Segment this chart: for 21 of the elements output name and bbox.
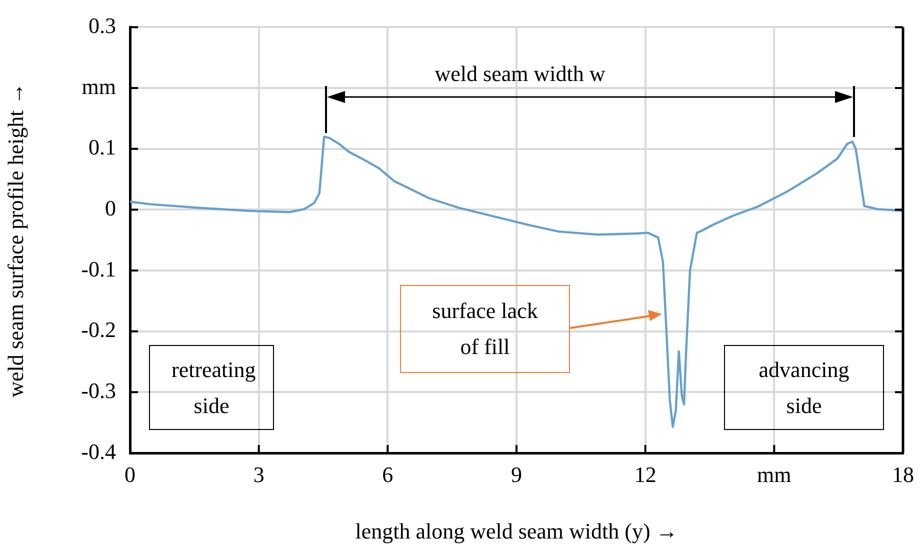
x-tick-label: mm [757, 462, 792, 487]
y-tick-label: -0.3 [81, 378, 116, 403]
annotation: surface lack of fill [431, 297, 539, 361]
y-tick-label: mm [82, 74, 116, 99]
y-tick-label: 0.1 [88, 134, 116, 160]
y-tick-label: 0 [105, 195, 116, 220]
y-tick-label: -0.2 [81, 317, 116, 342]
x-tick-label: 3 [253, 462, 264, 487]
x-tick-label: 18 [892, 462, 914, 487]
y-tick-label: -0.4 [81, 438, 116, 464]
annotation: retreating side [172, 356, 256, 420]
y-tick-label: 0.3 [88, 12, 116, 38]
annotation: weld seam width w [434, 60, 606, 88]
annotation: advancing side [758, 356, 850, 420]
x-tick-label: 6 [382, 462, 394, 487]
x-tick-label: 9 [511, 462, 522, 487]
x-tick-label: 12 [634, 462, 656, 487]
y-tick-label: -0.1 [81, 256, 116, 282]
x-axis-title: length along weld seam width (y) → [355, 518, 678, 544]
x-tick-label: 0 [124, 462, 136, 487]
y-axis-title: weld seam surface profile height → [2, 82, 28, 398]
